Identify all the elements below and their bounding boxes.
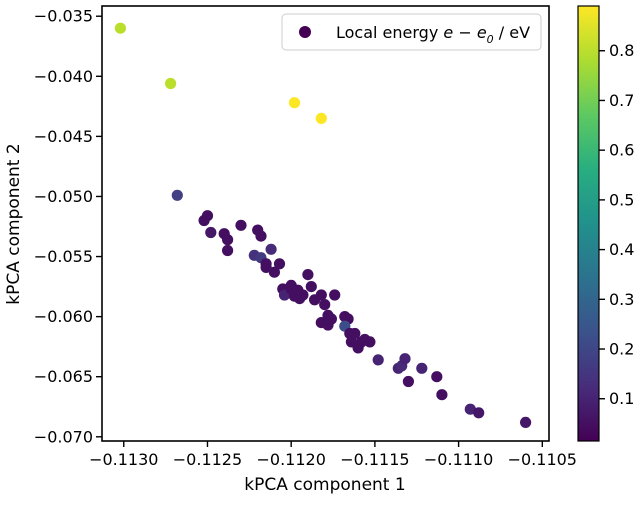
data-point bbox=[315, 112, 327, 124]
data-point bbox=[302, 269, 314, 281]
x-tick-label: −0.1115 bbox=[340, 450, 409, 469]
legend-marker bbox=[299, 26, 311, 38]
y-tick-label: −0.060 bbox=[34, 307, 93, 326]
y-tick-label: −0.065 bbox=[34, 367, 93, 386]
data-point bbox=[265, 243, 277, 255]
colorbar-ticks: 0.1 0.2 0.3 0.4 0.5 0.6 0.7 0.8 bbox=[599, 41, 634, 408]
data-point bbox=[349, 327, 361, 340]
colorbar-gradient bbox=[577, 5, 600, 442]
data-point bbox=[268, 266, 280, 278]
colorbar-tick-label: 0.2 bbox=[609, 340, 634, 359]
y-tick-label: −0.035 bbox=[34, 7, 93, 26]
x-axis-label: kPCA component 1 bbox=[244, 475, 405, 495]
data-point bbox=[288, 97, 301, 109]
colorbar-tick-label: 0.7 bbox=[609, 91, 634, 110]
colorbar: 0.1 0.2 0.3 0.4 0.5 0.6 0.7 0.8 bbox=[577, 5, 634, 442]
data-point bbox=[171, 189, 183, 201]
x-tick-label: −0.1125 bbox=[173, 450, 242, 469]
data-point bbox=[464, 403, 476, 415]
data-point bbox=[520, 416, 532, 428]
data-point bbox=[222, 234, 234, 246]
y-tick-label: −0.070 bbox=[34, 427, 93, 446]
colorbar-tick-label: 0.3 bbox=[609, 290, 634, 309]
colorbar-tick-label: 0.1 bbox=[609, 389, 634, 408]
x-tick-label: −0.1120 bbox=[256, 450, 325, 469]
colorbar-tick-label: 0.8 bbox=[609, 41, 634, 60]
y-axis-label: kPCA component 2 bbox=[4, 143, 24, 304]
data-point bbox=[431, 371, 443, 383]
data-point bbox=[114, 22, 126, 34]
data-point bbox=[205, 226, 217, 239]
data-point bbox=[260, 261, 272, 273]
legend: Local energy e − e0 / eV bbox=[281, 13, 542, 51]
y-tick-label: −0.040 bbox=[34, 67, 93, 86]
data-point bbox=[255, 230, 267, 242]
data-point bbox=[305, 281, 317, 293]
data-points bbox=[114, 22, 532, 428]
y-tick-label: −0.055 bbox=[34, 247, 93, 266]
colorbar-tick-label: 0.4 bbox=[609, 240, 634, 259]
legend-box bbox=[281, 13, 542, 51]
data-point bbox=[222, 244, 234, 257]
data-point bbox=[273, 258, 286, 270]
data-point bbox=[436, 389, 448, 401]
y-tick-label: −0.045 bbox=[34, 127, 93, 146]
data-point bbox=[399, 353, 411, 365]
y-tick-label: −0.050 bbox=[34, 187, 93, 206]
colorbar-tick-label: 0.5 bbox=[609, 190, 634, 209]
colorbar-tick-label: 0.6 bbox=[609, 141, 634, 160]
x-axis-ticks: −0.1130 −0.1125 −0.1120 −0.1115 −0.1110 −0.11… bbox=[89, 441, 577, 469]
data-point bbox=[322, 319, 334, 331]
x-tick-label: −0.1130 bbox=[89, 450, 158, 469]
data-point bbox=[235, 219, 247, 231]
data-point bbox=[201, 210, 214, 222]
y-axis-ticks: −0.070 −0.065 −0.060 −0.055 −0.050 −0.045 −0.0… bbox=[34, 7, 102, 446]
plot-area bbox=[102, 6, 549, 441]
data-point bbox=[416, 362, 428, 374]
data-point bbox=[402, 375, 414, 388]
data-point bbox=[319, 299, 331, 311]
data-point bbox=[473, 407, 485, 419]
data-point bbox=[165, 77, 177, 90]
legend-label: Local energy e − e0 / eV bbox=[336, 23, 530, 46]
data-point bbox=[372, 354, 384, 366]
data-point bbox=[315, 289, 327, 301]
x-tick-label: −0.1110 bbox=[424, 450, 493, 469]
data-point bbox=[297, 289, 309, 301]
data-point bbox=[364, 336, 376, 348]
data-point bbox=[329, 289, 341, 301]
x-tick-label: −0.1105 bbox=[508, 450, 577, 469]
plot-frame bbox=[101, 5, 550, 442]
